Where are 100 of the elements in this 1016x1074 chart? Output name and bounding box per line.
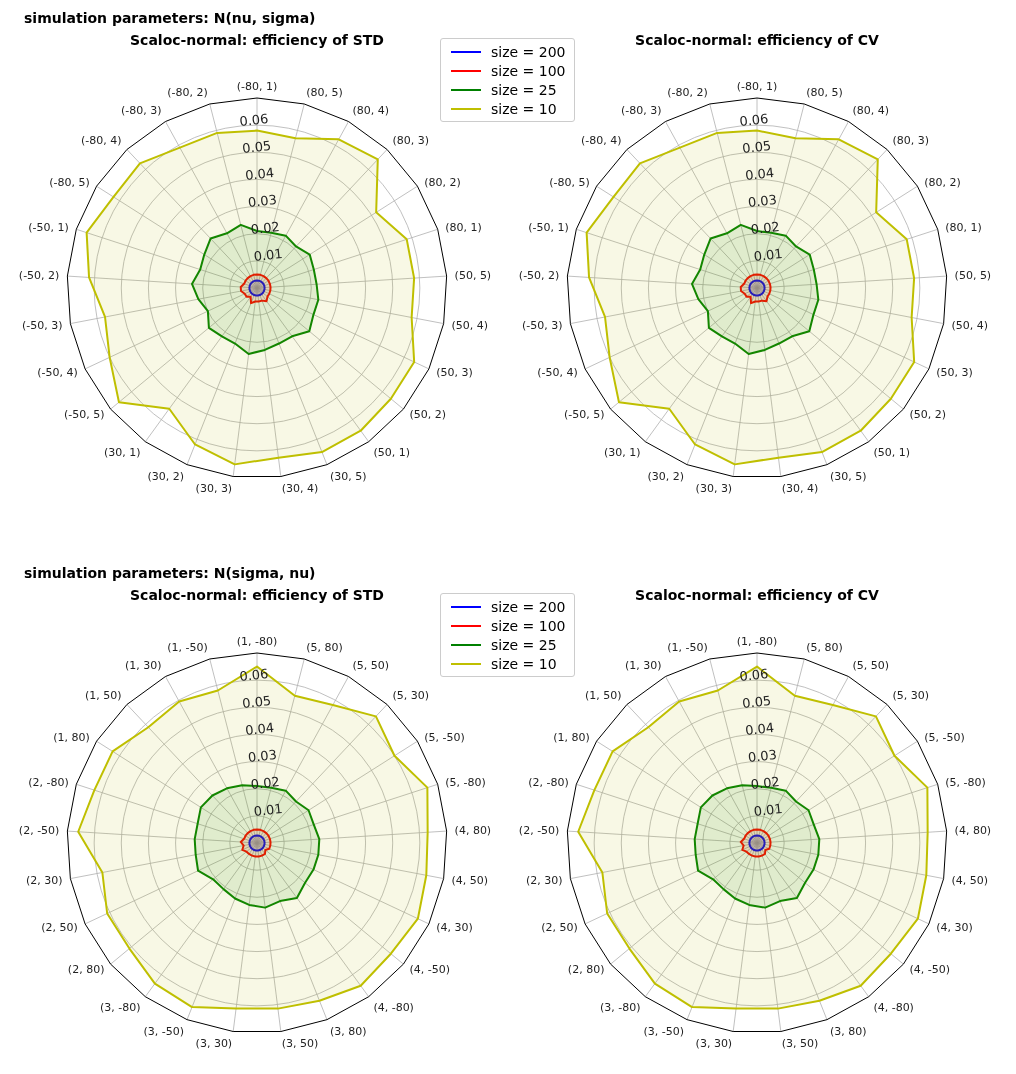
y-tick-label: 0.06	[238, 111, 270, 130]
spoke-label: (30, 2)	[647, 469, 685, 483]
spoke-label: (3, -80)	[100, 1001, 141, 1014]
chart-title: Scaloc-normal: efficiency of STD	[130, 32, 384, 48]
spoke-label: (80, 1)	[445, 220, 482, 234]
spoke-label: (80, 5)	[806, 86, 843, 100]
spoke-label: (3, -80)	[600, 1001, 641, 1014]
spoke-label: (30, 1)	[104, 446, 141, 459]
y-tick-label: 0.02	[250, 774, 281, 792]
spoke-label: (4, -50)	[409, 963, 451, 977]
spoke-label: (80, 4)	[852, 104, 889, 118]
spoke-label: (30, 5)	[329, 469, 367, 483]
spoke-label: (50, 2)	[909, 408, 947, 422]
y-tick-label: 0.03	[747, 192, 778, 210]
spoke-label: (2, -80)	[528, 775, 569, 789]
spoke-label: (50, 4)	[951, 319, 989, 333]
y-tick-label: 0.05	[741, 138, 772, 157]
spoke-label: (2, 30)	[525, 874, 563, 888]
y-tick-label: 0.05	[241, 693, 272, 712]
spoke-label: (50, 1)	[873, 446, 910, 459]
spoke-label: (50, 1)	[373, 446, 410, 459]
spoke-label: (5, 30)	[392, 688, 430, 702]
spoke-label: (80, 5)	[306, 86, 343, 100]
spoke-label: (2, 50)	[41, 921, 78, 935]
y-tick-label: 0.03	[747, 747, 778, 765]
text: simulation parameters: N(nu, sigma)	[24, 10, 316, 26]
legend-label: size = 10	[491, 655, 557, 672]
legend-label: size = 200	[491, 598, 566, 615]
spoke-label: (-50, 4)	[37, 366, 78, 380]
legend-label: size = 10	[491, 100, 557, 117]
spoke-label: (-80, 1)	[236, 80, 278, 93]
spoke-label: (5, 80)	[806, 641, 843, 655]
y-tick-label: 0.02	[750, 219, 781, 237]
spoke-label: (5, 50)	[352, 659, 389, 673]
spoke-label: (-80, 4)	[80, 133, 122, 147]
chart-title: Scaloc-normal: efficiency of STD	[130, 587, 384, 603]
spoke-label: (30, 2)	[147, 469, 185, 483]
spoke-label: (-80, 3)	[621, 104, 662, 118]
y-tick-label: 0.05	[741, 693, 772, 712]
spoke-label: (4, 80)	[954, 824, 992, 838]
spoke-label: (80, 3)	[892, 133, 930, 147]
spoke-label: (-80, 2)	[667, 86, 708, 100]
spoke-label: (-80, 2)	[167, 86, 208, 100]
legend-label: size = 100	[491, 62, 566, 79]
spoke-label: (50, 4)	[451, 319, 489, 333]
spoke-label: (1, -50)	[667, 641, 708, 655]
spoke-label: (-50, 1)	[528, 220, 569, 234]
spoke-label: (2, 30)	[25, 874, 63, 888]
spoke-label: (1, -80)	[736, 635, 778, 648]
chart-title: Scaloc-normal: efficiency of CV	[635, 587, 879, 603]
spoke-label: (80, 2)	[424, 175, 461, 189]
y-tick-label: 0.01	[252, 801, 284, 819]
spoke-label: (1, 80)	[53, 730, 90, 744]
spoke-label: (1, -80)	[236, 635, 278, 648]
spoke-label: (30, 5)	[829, 469, 867, 483]
spoke-label: (3, 30)	[695, 1037, 733, 1051]
spoke-label: (50, 3)	[436, 366, 473, 380]
spoke-label: (2, -50)	[18, 824, 60, 838]
spoke-label: (-50, 5)	[63, 408, 105, 422]
y-tick-label: 0.05	[241, 138, 272, 157]
spoke-label: (1, -50)	[167, 641, 208, 655]
y-tick-label: 0.02	[750, 774, 781, 792]
spoke-label: (80, 3)	[392, 133, 430, 147]
spoke-label: (5, -80)	[945, 775, 986, 789]
spoke-label: (4, -50)	[909, 963, 951, 977]
y-tick-label: 0.01	[752, 246, 784, 264]
legend-label: size = 200	[491, 43, 566, 60]
spoke-label: (-80, 5)	[549, 175, 590, 189]
y-tick-label: 0.04	[744, 165, 775, 184]
y-tick-label: 0.04	[244, 165, 275, 184]
spoke-label: (2, 80)	[67, 963, 105, 977]
spoke-label: (1, 50)	[584, 688, 622, 702]
y-tick-label: 0.03	[247, 747, 278, 765]
spoke-label: (30, 4)	[781, 482, 819, 496]
spoke-label: (3, -50)	[143, 1024, 185, 1038]
spoke-label: (2, 50)	[541, 921, 578, 935]
text: simulation parameters: N(sigma, nu)	[24, 565, 316, 581]
spoke-label: (-50, 2)	[18, 269, 60, 283]
spoke-label: (1, 80)	[553, 730, 590, 744]
legend-label: size = 25	[491, 636, 557, 653]
spoke-label: (80, 1)	[945, 220, 982, 234]
spoke-label: (2, 80)	[567, 963, 605, 977]
legend-label: size = 25	[491, 81, 557, 98]
y-tick-label: 0.01	[252, 246, 284, 264]
spoke-label: (1, 30)	[625, 659, 662, 673]
spoke-label: (-80, 4)	[580, 133, 622, 147]
spoke-label: (2, -50)	[518, 824, 560, 838]
spoke-label: (-50, 3)	[521, 319, 563, 333]
spoke-label: (4, 30)	[436, 921, 473, 935]
spoke-label: (4, -80)	[373, 1001, 414, 1014]
spoke-label: (5, -50)	[924, 730, 965, 744]
spoke-label: (-50, 5)	[563, 408, 605, 422]
spoke-label: (4, -80)	[873, 1001, 914, 1014]
spoke-label: (80, 4)	[352, 104, 389, 118]
spoke-label: (4, 80)	[454, 824, 492, 838]
spoke-label: (4, 30)	[936, 921, 973, 935]
y-tick-label: 0.02	[250, 219, 281, 237]
spoke-label: (1, 50)	[84, 688, 122, 702]
spoke-label: (50, 5)	[454, 269, 492, 283]
spoke-label: (-50, 2)	[518, 269, 560, 283]
